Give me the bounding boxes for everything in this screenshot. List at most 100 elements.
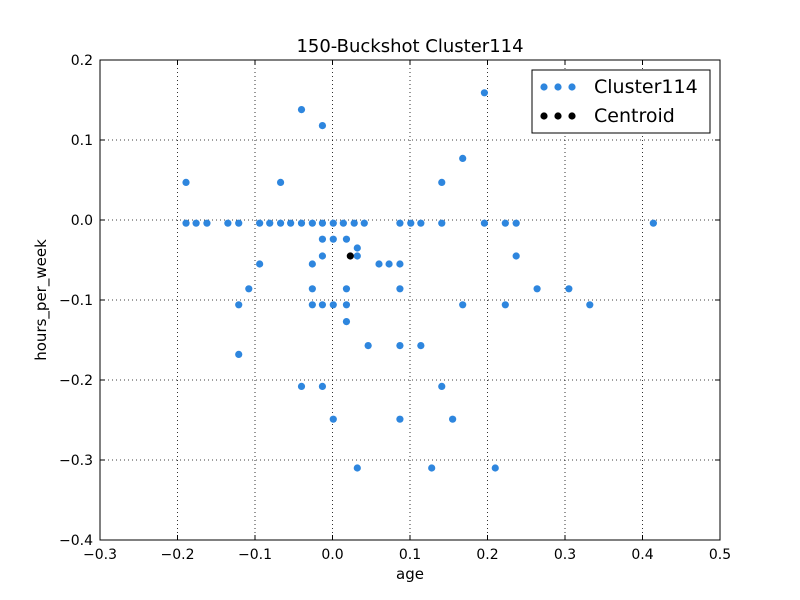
x-tick-label: 0.0 bbox=[321, 547, 343, 563]
y-tick-label: −0.4 bbox=[59, 533, 93, 549]
cluster-point bbox=[203, 219, 211, 227]
cluster-point bbox=[396, 342, 404, 350]
cluster-point bbox=[449, 415, 457, 423]
cluster-point bbox=[256, 260, 264, 268]
cluster-point bbox=[375, 260, 383, 268]
cluster-point bbox=[459, 154, 467, 162]
cluster-point bbox=[235, 219, 243, 227]
cluster-point bbox=[353, 244, 361, 252]
legend-label: Cluster114 bbox=[594, 76, 698, 98]
cluster-point bbox=[224, 219, 232, 227]
y-axis-label: hours_per_week bbox=[32, 239, 51, 361]
legend: Cluster114 Centroid bbox=[531, 69, 711, 134]
cluster-point bbox=[501, 301, 509, 309]
cluster-point bbox=[235, 350, 243, 358]
cluster-point bbox=[235, 301, 243, 309]
data-points bbox=[182, 89, 657, 472]
cluster-point bbox=[350, 219, 358, 227]
cluster-point bbox=[342, 235, 351, 243]
legend-label: Centroid bbox=[594, 105, 675, 127]
cluster-point bbox=[276, 178, 285, 186]
cluster-point bbox=[491, 464, 499, 472]
x-axis-label: age bbox=[396, 565, 424, 583]
cluster-point bbox=[318, 235, 327, 243]
cluster-point bbox=[318, 219, 327, 227]
chart-title: 150-Buckshot Cluster114 bbox=[296, 36, 523, 57]
y-tick-label: 0.1 bbox=[71, 133, 93, 149]
cluster-point bbox=[192, 219, 200, 227]
cluster-point bbox=[318, 122, 327, 130]
centroid-point bbox=[346, 252, 354, 260]
cluster-point bbox=[308, 301, 316, 309]
cluster-point bbox=[329, 235, 337, 243]
y-tick-label: −0.3 bbox=[59, 453, 93, 469]
cluster-point bbox=[266, 219, 274, 227]
cluster-point bbox=[329, 219, 337, 227]
cluster-point bbox=[512, 219, 520, 227]
cluster-point bbox=[459, 301, 467, 309]
cluster-point bbox=[318, 382, 327, 390]
cluster-point bbox=[512, 252, 520, 260]
legend-marker bbox=[568, 112, 576, 120]
cluster-point bbox=[182, 219, 190, 227]
y-tick-label: 0.2 bbox=[71, 53, 93, 69]
cluster-point bbox=[417, 342, 425, 350]
cluster-point bbox=[308, 219, 316, 227]
cluster-point bbox=[417, 219, 425, 227]
legend-marker bbox=[540, 83, 548, 91]
x-tick-label: 0.4 bbox=[631, 547, 653, 563]
cluster-point bbox=[396, 415, 404, 423]
cluster-point bbox=[364, 342, 372, 350]
x-tick-label: 0.1 bbox=[399, 547, 421, 563]
cluster-point bbox=[586, 301, 594, 309]
cluster-point bbox=[649, 219, 657, 227]
cluster-point bbox=[182, 178, 190, 186]
cluster-point bbox=[428, 464, 436, 472]
cluster-point bbox=[438, 219, 446, 227]
cluster-point bbox=[256, 219, 264, 227]
cluster-point bbox=[438, 382, 446, 390]
x-tick-label: −0.3 bbox=[83, 547, 117, 563]
x-tick-label: 0.5 bbox=[709, 547, 731, 563]
cluster-point bbox=[501, 219, 509, 227]
legend-marker bbox=[554, 83, 562, 91]
cluster-point bbox=[329, 415, 337, 423]
cluster-point bbox=[353, 252, 361, 260]
x-tick-label: −0.1 bbox=[238, 547, 272, 563]
grid-lines bbox=[100, 60, 720, 540]
cluster-point bbox=[342, 301, 351, 309]
cluster-point bbox=[533, 285, 541, 293]
cluster-point bbox=[297, 106, 306, 114]
legend-box bbox=[531, 69, 711, 134]
cluster-point bbox=[329, 301, 337, 309]
cluster-point bbox=[308, 260, 316, 268]
y-tick-label: −0.1 bbox=[59, 293, 93, 309]
cluster-point bbox=[276, 219, 285, 227]
cluster-point bbox=[396, 285, 404, 293]
cluster-point bbox=[342, 285, 351, 293]
cluster-point bbox=[480, 89, 488, 97]
cluster-point bbox=[342, 318, 351, 326]
legend-marker bbox=[540, 112, 548, 120]
cluster-point bbox=[308, 285, 316, 293]
cluster-point bbox=[339, 219, 347, 227]
cluster-point bbox=[318, 301, 327, 309]
cluster-point bbox=[396, 219, 404, 227]
cluster-point bbox=[287, 219, 295, 227]
x-tick-label: 0.2 bbox=[476, 547, 498, 563]
legend-marker bbox=[554, 112, 562, 120]
cluster-point bbox=[297, 382, 306, 390]
cluster-point bbox=[438, 178, 446, 186]
cluster-point bbox=[353, 464, 361, 472]
x-tick-label: −0.2 bbox=[161, 547, 195, 563]
cluster-point bbox=[245, 285, 253, 293]
cluster-point bbox=[396, 260, 404, 268]
cluster-point bbox=[297, 219, 306, 227]
legend-marker bbox=[568, 83, 576, 91]
y-tick-label: 0.0 bbox=[71, 213, 93, 229]
x-tick-label: 0.3 bbox=[554, 547, 576, 563]
cluster-point bbox=[318, 252, 327, 260]
cluster-point bbox=[385, 260, 393, 268]
cluster-point bbox=[480, 219, 488, 227]
